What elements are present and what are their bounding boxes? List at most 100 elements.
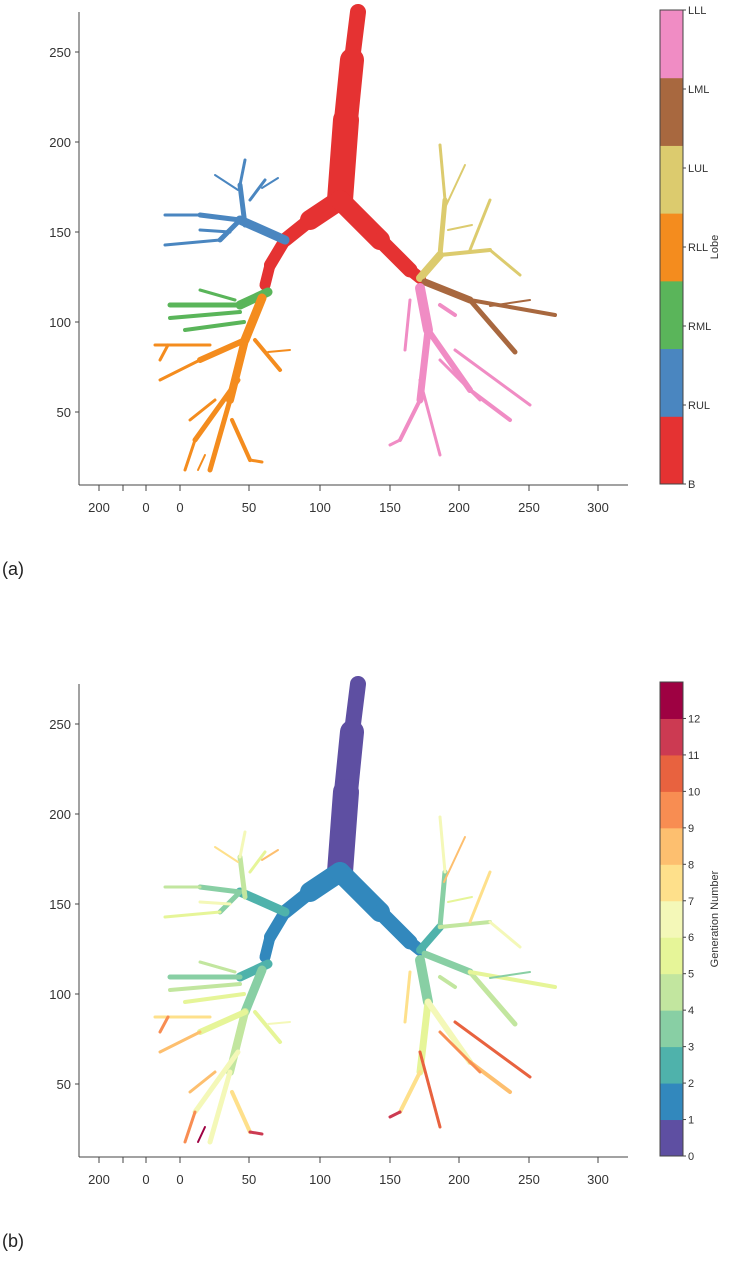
airway-branch [197, 337, 248, 363]
airway-branch [168, 982, 242, 992]
airway-branch [214, 846, 239, 863]
airway-branch [438, 143, 447, 202]
airway-branch [403, 970, 412, 1024]
airway-branch [453, 1020, 532, 1079]
colorbar-swatch [660, 791, 683, 829]
colorbar-tick-label: 5 [688, 969, 694, 981]
airway-branch [192, 377, 241, 443]
airway-branch [453, 348, 532, 407]
airway-branch [214, 174, 239, 191]
airway-branch [259, 259, 276, 291]
x-tick-label: 200 [448, 500, 470, 515]
y-tick-label: 100 [49, 987, 71, 1002]
colorbar-swatch [660, 718, 683, 756]
y-tick-label: 100 [49, 315, 71, 330]
airway-branch [488, 248, 522, 277]
x-tick-label: 100 [309, 1172, 331, 1187]
airway-branch [416, 923, 444, 954]
x-tick-label: 150 [379, 1172, 401, 1187]
y-tick-label: 250 [49, 717, 71, 732]
airway-branch [198, 900, 232, 906]
colorbar-title: Generation Number [709, 870, 721, 967]
lobe-panel: 50 100 150 200 250 200 0 0 50 100 150 200 250 300 B RUL… [49, 4, 721, 515]
x-tick-label: 300 [587, 1172, 609, 1187]
airway-branch [253, 1010, 282, 1044]
airway-branch [468, 870, 492, 924]
airway-branch [468, 298, 557, 317]
airway-branch [415, 955, 433, 1007]
panel-label: (a) [2, 559, 24, 579]
airway-branch [230, 418, 252, 462]
airway-branch [421, 950, 474, 976]
airway-branch [207, 1069, 233, 1145]
airway-branch [327, 107, 359, 213]
airway-branch [207, 397, 233, 473]
airway-branch [192, 1049, 241, 1115]
y-tick-label: 50 [57, 405, 71, 420]
airway-branch [261, 177, 279, 189]
airway-branch [198, 228, 232, 234]
airway-branch [438, 358, 482, 402]
airway-branch [197, 884, 243, 895]
colorbar-swatch [660, 864, 683, 902]
airway-branch [238, 830, 247, 859]
colorbar-tick-label: 1 [688, 1115, 694, 1127]
airway-branch [418, 378, 442, 457]
airway-branch [248, 458, 264, 464]
airway-branch [240, 293, 267, 345]
airway-branch [438, 815, 447, 874]
airway-branch [388, 438, 402, 447]
colorbar-swatch [660, 937, 683, 975]
airway-branch [267, 1021, 291, 1025]
x-tick-label: 250 [518, 1172, 540, 1187]
airway-branch [158, 1015, 170, 1034]
colorbar-swatch [660, 10, 683, 79]
colorbar-tick-label: LLL [688, 5, 706, 17]
x-tick-label: 200 [88, 500, 110, 515]
airway-branch [158, 358, 202, 382]
airway-branch [489, 299, 531, 307]
airway-branch [425, 999, 473, 1065]
airway-branch [443, 836, 466, 883]
airway-branch [188, 1070, 217, 1094]
airway-branch [421, 278, 474, 304]
airway-branch [372, 232, 418, 278]
airway-branch [403, 298, 412, 352]
y-tick-label: 250 [49, 45, 71, 60]
airway-branch [388, 1110, 402, 1119]
x-tick-label: 200 [448, 1172, 470, 1187]
airway-branch [183, 1110, 197, 1144]
airway-branch [443, 164, 466, 211]
airway-branch [183, 320, 246, 332]
colorbar-tick-label: 0 [688, 1151, 694, 1163]
airway-branch [488, 920, 522, 949]
colorbar-swatch [660, 416, 683, 485]
y-tick-label: 200 [49, 135, 71, 150]
x-tick-label: 0 [176, 1172, 183, 1187]
x-tick-label: 100 [309, 500, 331, 515]
airway-branch [158, 343, 170, 362]
x-tick-label: 0 [176, 500, 183, 515]
airway-branch [447, 224, 473, 231]
airway-branch [197, 1009, 248, 1035]
airway-branch [237, 854, 248, 900]
airway-branch [237, 182, 248, 228]
colorbar-tick-label: 11 [688, 750, 699, 762]
colorbar-tick-label: 8 [688, 859, 694, 871]
airway-tree [153, 676, 557, 1145]
airway-branch [168, 310, 242, 320]
colorbar-title: Lobe [709, 235, 721, 259]
colorbar-swatch [660, 145, 683, 214]
x-tick-label: 0 [142, 1172, 149, 1187]
colorbar-tick-label: 9 [688, 823, 694, 835]
colorbar-tick-label: 7 [688, 896, 694, 908]
airway-branch [248, 1130, 264, 1136]
airway-branch [248, 178, 267, 202]
x-tick-label: 50 [242, 1172, 256, 1187]
airway-branch [198, 288, 237, 302]
airway-branch [163, 238, 222, 247]
airway-branch [158, 1030, 202, 1054]
airway-branch [468, 198, 492, 252]
airway-branch [372, 904, 418, 950]
